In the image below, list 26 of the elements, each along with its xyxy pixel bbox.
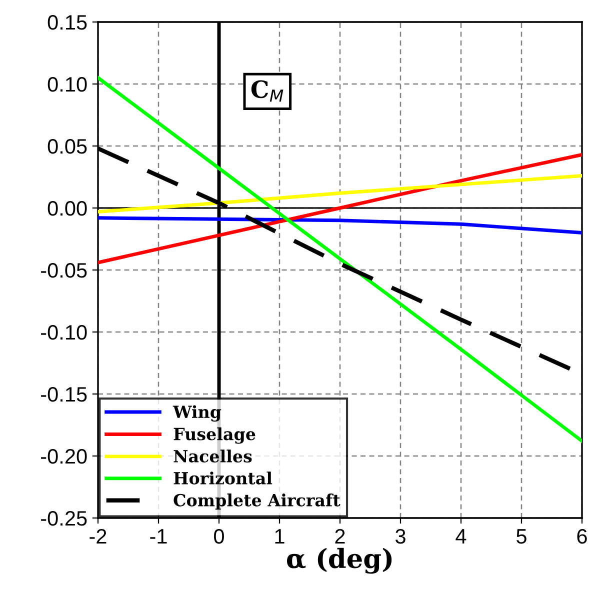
legend-label: Nacelles: [174, 450, 252, 463]
legend-label: Fuselage: [174, 427, 256, 444]
y-tick-label: -0.25: [41, 511, 87, 526]
x-tick-label: 4: [456, 529, 466, 544]
y-tick-label: -0.15: [41, 387, 87, 402]
y-tick-label: -0.10: [41, 325, 87, 340]
y-tick-label: 0.10: [48, 77, 87, 92]
x-tick-label: -2: [90, 528, 106, 544]
x-tick-label: 3: [396, 528, 406, 544]
legend-label: Wing: [172, 405, 222, 422]
legend-label: Horizontal: [174, 472, 272, 484]
y-tick-label: 0.00: [48, 201, 87, 216]
line-series: [98, 216, 582, 235]
x-tick-label: 1: [275, 529, 284, 544]
x-tick-label: 2: [335, 528, 345, 544]
x-axis-title: α (deg): [287, 548, 392, 574]
x-tick-label: 0: [214, 528, 224, 544]
y-tick-label: -0.05: [41, 263, 87, 278]
y-tick-label: 0.15: [48, 15, 87, 30]
annotation: C$_{M}$: [251, 80, 284, 102]
y-tick-label: 0.05: [48, 139, 87, 154]
x-tick-label: 6: [577, 528, 587, 544]
x-tick-label: 5: [516, 529, 526, 544]
x-tick-label: -1: [150, 529, 167, 544]
legend-label: Complete Aircraft: [174, 494, 340, 510]
y-tick-label: -0.20: [41, 449, 87, 464]
